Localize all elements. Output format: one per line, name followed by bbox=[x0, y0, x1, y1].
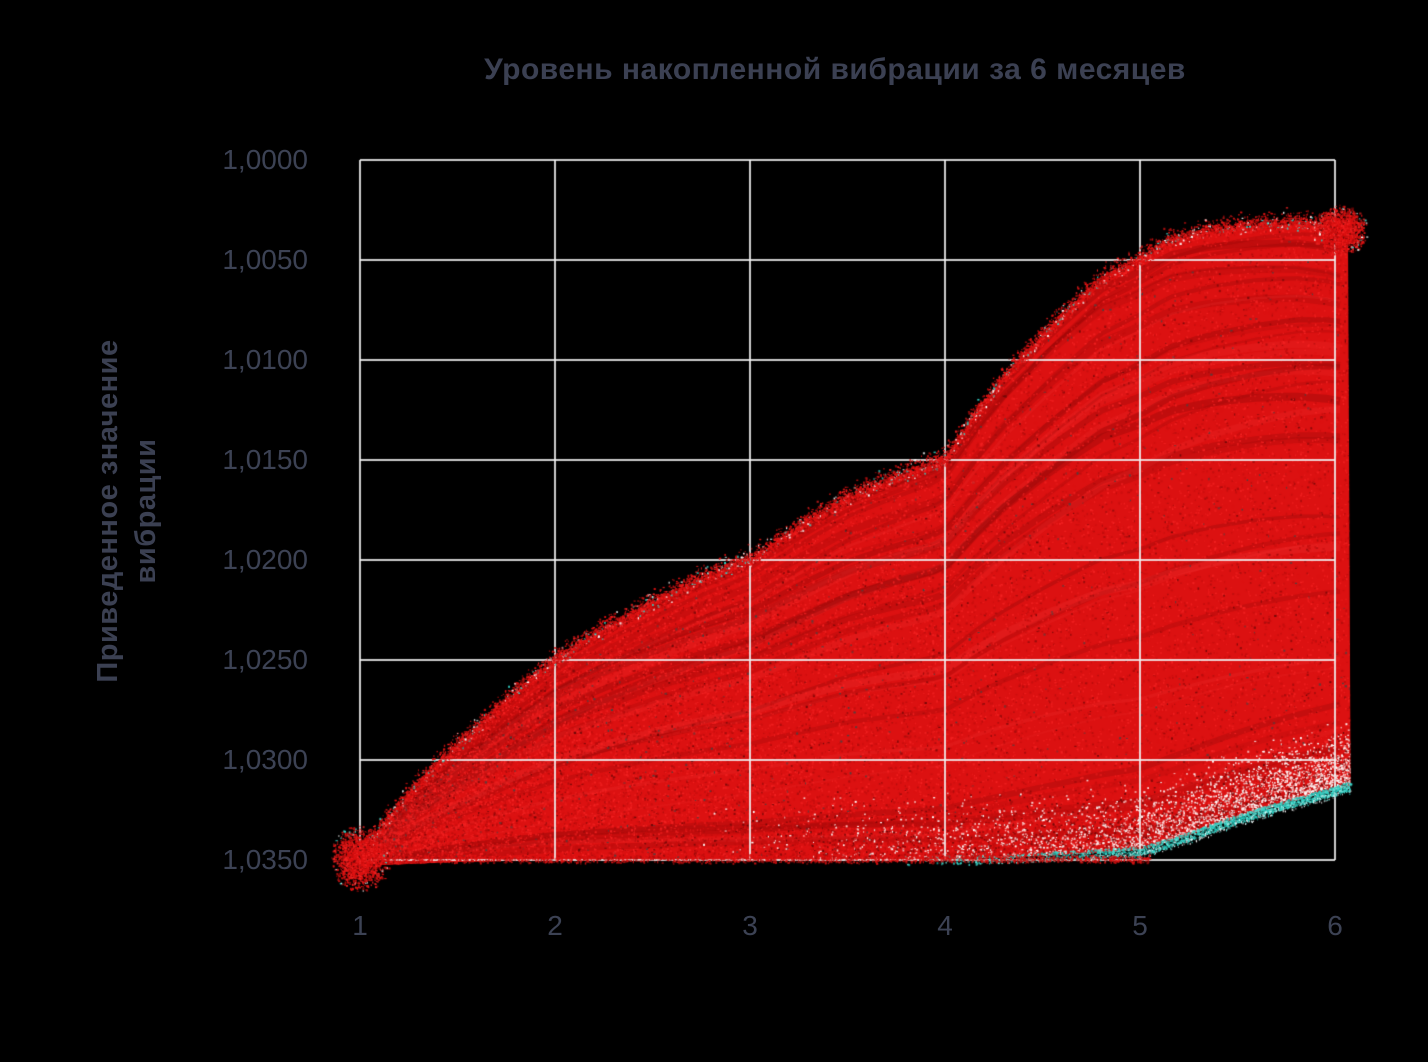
y-tick-label: 1,0250 bbox=[222, 644, 308, 675]
x-tick-label: 4 bbox=[937, 910, 953, 941]
x-tick-label: 1 bbox=[352, 910, 368, 941]
y-tick-label: 1,0300 bbox=[222, 744, 308, 775]
x-tick-label: 3 bbox=[742, 910, 758, 941]
y-axis-title-line-1: Приведенное значение bbox=[92, 339, 124, 683]
x-tick-label: 5 bbox=[1132, 910, 1148, 941]
y-tick-label: 1,0200 bbox=[222, 544, 308, 575]
x-tick-label: 6 bbox=[1327, 910, 1343, 941]
chart-title: Уровень накопленной вибрации за 6 месяце… bbox=[484, 53, 1186, 86]
y-tick-label: 1,0100 bbox=[222, 344, 308, 375]
y-tick-label: 1,0350 bbox=[222, 844, 308, 875]
y-tick-label: 1,0150 bbox=[222, 444, 308, 475]
x-tick-label: 2 bbox=[547, 910, 563, 941]
y-tick-label: 1,0050 bbox=[222, 244, 308, 275]
y-tick-label: 1,0000 bbox=[222, 144, 308, 175]
